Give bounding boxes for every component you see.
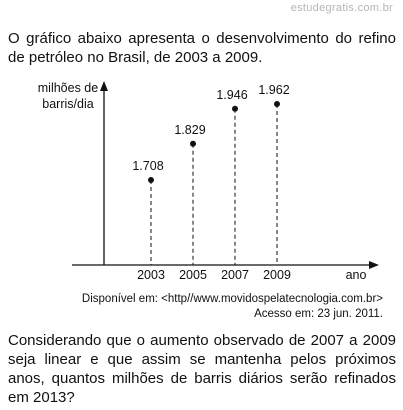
data-label-2009: 1.962 [258, 83, 289, 97]
y-axis-label-line2: barris/dia [42, 97, 94, 111]
x-tick-label-2007: 2007 [221, 268, 249, 282]
y-axis-label-line1: milhões de [37, 81, 99, 95]
y-axis-arrowhead [100, 81, 108, 91]
source-line-1: Disponível em: <http//www.movidospelatec… [81, 293, 383, 305]
data-label-2005: 1.829 [174, 123, 205, 137]
data-point-2005 [190, 140, 196, 147]
x-tick-label-2005: 2005 [179, 268, 207, 282]
x-axis-arrowhead [369, 261, 379, 269]
y-axis-label: milhões de barris/dia [28, 80, 108, 112]
watermark-text: estudegratis.com.br [290, 2, 393, 14]
source-line-2: Acesso em: 23 jun. 2011. [254, 308, 383, 320]
source-citation: Disponível em: <http//www.movidospelatec… [82, 292, 383, 322]
data-point-2009 [274, 101, 280, 107]
chart-axes [72, 81, 379, 269]
x-tick-label-2009: 2009 [263, 268, 291, 282]
data-label-2003: 1.708 [132, 159, 163, 173]
data-label-2007: 1.946 [216, 88, 247, 102]
intro-paragraph: O gráfico abaixo apresenta o desenvolvim… [8, 30, 396, 66]
x-axis-label: ano [346, 268, 367, 282]
x-tick-label-2003: 2003 [137, 268, 165, 282]
question-paragraph: Considerando que o aumento observado de … [8, 332, 396, 406]
data-point-2003 [148, 177, 154, 183]
data-point-2007 [232, 105, 238, 112]
